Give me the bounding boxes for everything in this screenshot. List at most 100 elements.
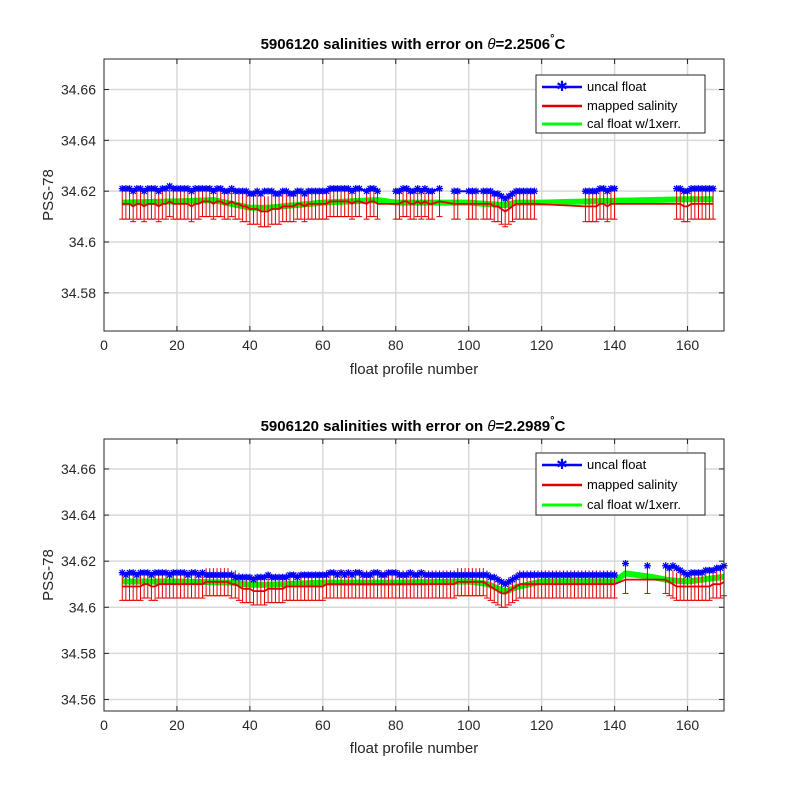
uncal-float-marker [155,569,163,577]
uncal-float-marker [297,187,305,195]
uncal-float-marker [680,569,688,577]
y-tick-label: 34.56 [61,691,96,707]
uncal-float-marker [162,185,170,193]
uncal-float-marker [366,185,374,193]
uncal-float-marker [414,185,422,193]
y-tick-label: 34.6 [69,599,96,615]
uncal-float-marker [147,571,155,579]
uncal-float-marker [567,571,575,579]
uncal-float-marker [330,185,338,193]
subplot-top-axes-box [103,58,725,332]
uncal-float-marker [290,571,298,579]
uncal-float-marker [301,190,309,198]
uncal-float-marker [217,185,225,193]
uncal-float-marker [392,569,400,577]
uncal-float-marker [479,187,487,195]
uncal-float-marker [363,571,371,579]
uncal-float-marker [344,569,352,577]
uncal-float-marker [140,569,148,577]
uncal-float-marker [716,564,724,572]
uncal-float-marker [399,185,407,193]
uncal-float-marker [147,185,155,193]
subplot-top-title: 5906120 salinities with error on θ=2.250… [261,33,566,53]
uncal-float-marker [188,569,196,577]
uncal-float-marker [198,569,206,577]
uncal-float-marker [607,185,615,193]
uncal-float-marker [705,566,713,574]
uncal-float-marker [209,187,217,195]
uncal-float-marker [403,185,411,193]
subplot-bottom-x-label: float profile number [350,740,478,757]
y-tick-label: 34.62 [61,183,96,199]
legend-mapped-label: mapped salinity [587,477,678,492]
x-tick-label: 60 [315,337,331,353]
uncal-float-marker [406,569,414,577]
uncal-float-marker [676,566,684,574]
uncal-float-marker [596,571,604,579]
uncal-float-marker [308,187,316,195]
uncal-float-marker [129,569,137,577]
uncal-float-marker [180,185,188,193]
x-tick-label: 140 [603,337,627,353]
uncal-float-marker [144,185,152,193]
uncal-float-marker [450,571,458,579]
uncal-float-marker [600,571,608,579]
y-tick-label: 34.64 [61,507,96,523]
uncal-float-marker [326,185,334,193]
uncal-float-marker [344,185,352,193]
uncal-float-marker [570,571,578,579]
uncal-float-marker [508,576,516,584]
uncal-float-marker [472,571,480,579]
uncal-float-marker [140,187,148,195]
subplot-bottom-x-ticks: 0 20 40 60 80 100 120 140 160 [100,439,699,733]
x-tick-label: 40 [242,717,258,733]
uncal-float-marker [253,573,261,581]
uncal-float-marker [563,571,571,579]
uncal-float-marker [198,185,206,193]
uncal-float-marker [673,564,681,572]
uncal-float-marker [436,571,444,579]
cal-float-band [122,570,725,595]
uncal-float-marker [195,185,203,193]
uncal-float-marker [494,576,502,584]
uncal-float-marker [341,571,349,579]
y-tick-label: 34.64 [61,132,96,148]
uncal-float-marker [585,187,593,195]
uncal-float-marker [432,571,440,579]
uncal-float-marker [370,569,378,577]
uncal-float-marker [239,573,247,581]
y-tick-label: 34.66 [61,82,96,98]
uncal-float-marker [217,571,225,579]
uncal-float-marker [425,571,433,579]
uncal-float-marker [694,569,702,577]
uncal-float-marker [151,185,159,193]
uncal-float-marker [253,187,261,195]
uncal-float-marker [275,573,283,581]
uncal-float-marker [260,187,268,195]
uncal-float-marker [169,185,177,193]
uncal-float-marker [421,571,429,579]
uncal-float-marker [523,571,531,579]
uncal-float-marker [293,187,301,195]
uncal-float-marker [213,571,221,579]
uncal-float-marker [206,185,214,193]
uncal-float-marker [498,192,506,200]
uncal-float-marker [490,573,498,581]
x-tick-label: 20 [169,717,185,733]
uncal-float-marker [239,187,247,195]
uncal-float-marker [257,573,265,581]
uncal-float-marker [377,571,385,579]
uncal-float-marker [545,571,553,579]
uncal-float-marker [541,571,549,579]
uncal-float-marker [673,185,681,193]
mapped-salinity-line [122,578,725,595]
uncal-float-marker [709,566,717,574]
uncal-float-marker [530,571,538,579]
uncal-float-marker [589,571,597,579]
x-tick-label: 100 [457,717,481,733]
uncal-float-marker [144,569,152,577]
legend-uncal-label: uncal float [587,457,647,472]
uncal-float-marker [271,573,279,581]
uncal-float-marker [622,559,630,567]
uncal-float-marker [611,185,619,193]
